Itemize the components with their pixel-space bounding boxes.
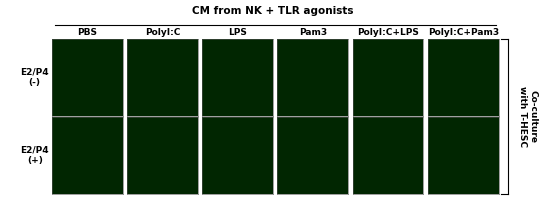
Text: PolyI:C: PolyI:C — [145, 28, 180, 37]
Text: Co-culture
with T-HESC: Co-culture with T-HESC — [518, 86, 537, 147]
Text: Pam3: Pam3 — [299, 28, 327, 37]
Text: PolyI:C+LPS: PolyI:C+LPS — [357, 28, 419, 37]
Text: E2/P4
(-): E2/P4 (-) — [20, 68, 49, 87]
Text: PolyI:C+Pam3: PolyI:C+Pam3 — [428, 28, 499, 37]
Text: CM from NK + TLR agonists: CM from NK + TLR agonists — [192, 6, 353, 16]
Text: LPS: LPS — [228, 28, 247, 37]
Text: PBS: PBS — [77, 28, 97, 37]
Text: E2/P4
(+): E2/P4 (+) — [20, 146, 49, 165]
